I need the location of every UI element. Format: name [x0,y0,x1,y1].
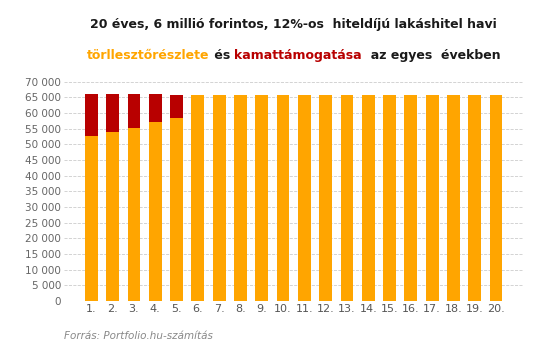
Bar [383,95,396,301]
Bar [128,94,140,128]
Text: Forrás: Portfolio.hu-számítás: Forrás: Portfolio.hu-számítás [64,331,213,341]
Bar [85,94,98,136]
Text: és: és [209,49,234,62]
Text: az egyes  években: az egyes években [362,49,500,62]
Text: 20 éves, 6 millió forintos, 12%-os  hiteldíjú lakáshitel havi: 20 éves, 6 millió forintos, 12%-os hitel… [90,18,497,31]
Bar [277,95,289,301]
Bar [490,95,502,301]
Bar [106,132,119,301]
Bar [170,95,183,118]
Bar [149,122,162,301]
Bar [234,95,247,301]
Bar [447,95,460,301]
Bar [468,95,481,301]
Bar [319,95,332,301]
Text: törllesztőrészlete: törllesztőrészlete [87,49,209,62]
Bar [85,136,98,301]
Bar [106,94,119,132]
Text: kamattámogatása: kamattámogatása [234,49,362,62]
Bar [341,95,354,301]
Bar [128,128,140,301]
Bar [362,95,375,301]
Bar [426,95,438,301]
Bar [149,94,162,122]
Bar [213,95,225,301]
Bar [170,118,183,301]
Bar [298,95,311,301]
Bar [192,95,204,301]
Bar [255,95,268,301]
Bar [404,95,417,301]
